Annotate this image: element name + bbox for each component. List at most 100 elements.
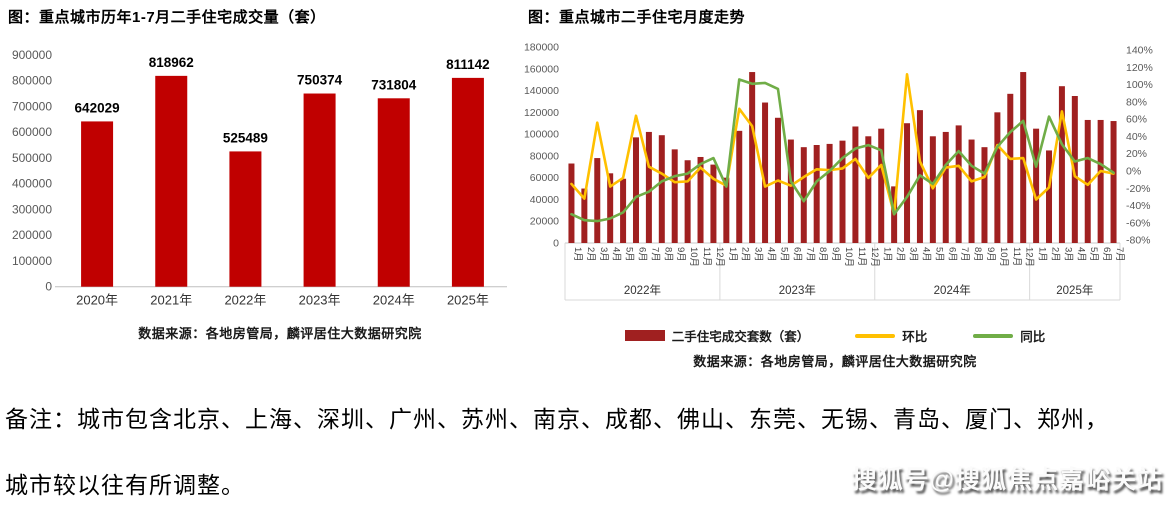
annual-bar xyxy=(155,75,188,287)
monthly-chart-source: 数据来源：各地房管局，麟评居住大数据研究院 xyxy=(693,354,977,369)
monthly-bar xyxy=(594,158,601,243)
monthly-bar xyxy=(968,139,975,243)
annual-bar xyxy=(377,98,410,287)
svg-text:3月: 3月 xyxy=(753,247,764,262)
bar-series-swatch xyxy=(624,330,665,341)
mom-line-swatch xyxy=(855,333,896,338)
svg-text:2023年: 2023年 xyxy=(779,283,816,297)
monthly-bar xyxy=(1058,86,1065,243)
monthly-bar xyxy=(1071,96,1078,243)
svg-text:2022年: 2022年 xyxy=(224,293,266,308)
monthly-bar xyxy=(813,145,820,243)
monthly-bar xyxy=(658,135,665,243)
svg-text:811142: 811142 xyxy=(446,57,490,72)
svg-text:800000: 800000 xyxy=(12,74,52,88)
svg-text:120000: 120000 xyxy=(524,107,559,119)
svg-text:0%: 0% xyxy=(1126,166,1141,178)
svg-text:2025年: 2025年 xyxy=(1056,283,1093,297)
annual-sales-bar-chart: 0 100000 200000 300000 400000 500000 600000 700… xyxy=(12,48,507,308)
svg-text:140%: 140% xyxy=(1126,45,1153,57)
chart-legend: 二手住宅成交套数（套） 环比 同比 xyxy=(515,326,1155,345)
svg-text:5月: 5月 xyxy=(933,247,944,262)
svg-text:525489: 525489 xyxy=(223,130,268,145)
svg-text:4月: 4月 xyxy=(766,247,777,262)
svg-text:40%: 40% xyxy=(1126,131,1147,143)
svg-text:120%: 120% xyxy=(1126,62,1153,74)
svg-text:300000: 300000 xyxy=(12,202,52,216)
svg-text:642029: 642029 xyxy=(75,100,120,115)
monthly-bar xyxy=(787,139,794,243)
svg-text:2024年: 2024年 xyxy=(934,283,971,297)
monthly-bar xyxy=(800,147,807,243)
svg-text:2023年: 2023年 xyxy=(299,293,341,308)
legend-label-yoy: 同比 xyxy=(1020,330,1046,344)
monthly-bar xyxy=(1033,128,1040,243)
monthly-bar xyxy=(994,112,1001,243)
monthly-bar xyxy=(1110,121,1117,243)
monthly-bar xyxy=(929,136,936,243)
svg-text:60000: 60000 xyxy=(530,172,559,184)
monthly-bar xyxy=(632,137,639,243)
svg-text:20000: 20000 xyxy=(530,216,559,228)
svg-text:4月: 4月 xyxy=(1075,247,1086,262)
svg-text:6月: 6月 xyxy=(636,247,647,262)
svg-text:8月: 8月 xyxy=(972,247,983,262)
svg-text:2022年: 2022年 xyxy=(624,283,661,297)
svg-text:7月: 7月 xyxy=(1114,247,1125,262)
svg-text:2020年: 2020年 xyxy=(76,293,118,308)
svg-text:-80%: -80% xyxy=(1126,235,1151,247)
monthly-bar xyxy=(955,125,962,243)
monthly-bar xyxy=(878,128,885,243)
svg-text:180000: 180000 xyxy=(524,42,559,54)
footnote-line-1: 备注：城市包含北京、上海、深圳、广州、苏州、南京、成都、佛山、东莞、无锡、青岛、… xyxy=(5,407,1109,433)
svg-text:500000: 500000 xyxy=(12,151,52,165)
svg-text:100000: 100000 xyxy=(12,254,52,268)
annual-chart-title: 图：重点城市历年1-7月二手住宅成交量（套） xyxy=(8,9,326,26)
svg-text:9月: 9月 xyxy=(985,247,996,262)
annual-bar xyxy=(303,93,336,287)
svg-text:818962: 818962 xyxy=(149,55,194,70)
svg-text:80000: 80000 xyxy=(530,150,559,162)
svg-text:700000: 700000 xyxy=(12,99,52,113)
svg-text:2月: 2月 xyxy=(740,247,751,262)
svg-text:5月: 5月 xyxy=(624,247,635,262)
svg-text:10月: 10月 xyxy=(843,247,854,267)
svg-text:160000: 160000 xyxy=(524,63,559,75)
yoy-line xyxy=(570,78,1115,223)
monthly-bar xyxy=(581,188,588,243)
svg-text:7月: 7月 xyxy=(804,247,815,262)
svg-text:600000: 600000 xyxy=(12,125,52,139)
annual-bar xyxy=(451,77,484,287)
svg-text:100000: 100000 xyxy=(524,129,559,141)
monthly-bar xyxy=(1046,150,1053,243)
monthly-bar xyxy=(736,130,743,243)
svg-text:-40%: -40% xyxy=(1126,200,1151,212)
svg-text:11月: 11月 xyxy=(1011,247,1022,266)
svg-text:731804: 731804 xyxy=(371,77,417,92)
svg-text:12月: 12月 xyxy=(714,247,725,267)
svg-text:12月: 12月 xyxy=(869,247,880,267)
svg-text:140000: 140000 xyxy=(524,85,559,97)
svg-text:80%: 80% xyxy=(1126,96,1147,108)
monthly-bar xyxy=(645,131,652,243)
svg-text:1月: 1月 xyxy=(727,247,738,262)
svg-text:0: 0 xyxy=(45,280,52,294)
svg-text:10月: 10月 xyxy=(688,247,699,267)
annual-chart-source: 数据来源：各地房管局，麟评居住大数据研究院 xyxy=(138,326,422,341)
svg-text:4月: 4月 xyxy=(920,247,931,262)
legend-item-mom: 环比 xyxy=(855,326,927,345)
monthly-bar xyxy=(942,131,949,243)
svg-text:200000: 200000 xyxy=(12,228,52,242)
svg-text:1月: 1月 xyxy=(572,247,583,262)
svg-text:2月: 2月 xyxy=(585,247,596,262)
svg-text:11月: 11月 xyxy=(856,247,867,266)
legend-item-bars: 二手住宅成交套数（套） xyxy=(624,326,809,345)
monthly-trend-combo-chart: 0 20000 40000 60000 80000 100000 120000 140000 1… xyxy=(524,42,1153,301)
svg-text:11月: 11月 xyxy=(701,247,712,266)
monthly-bar xyxy=(723,177,730,243)
monthly-bar xyxy=(981,147,988,243)
svg-text:6月: 6月 xyxy=(791,247,802,262)
svg-text:100%: 100% xyxy=(1126,79,1153,91)
svg-text:3月: 3月 xyxy=(598,247,609,262)
footnote-line-2: 城市较以往有所调整。 xyxy=(5,473,245,499)
